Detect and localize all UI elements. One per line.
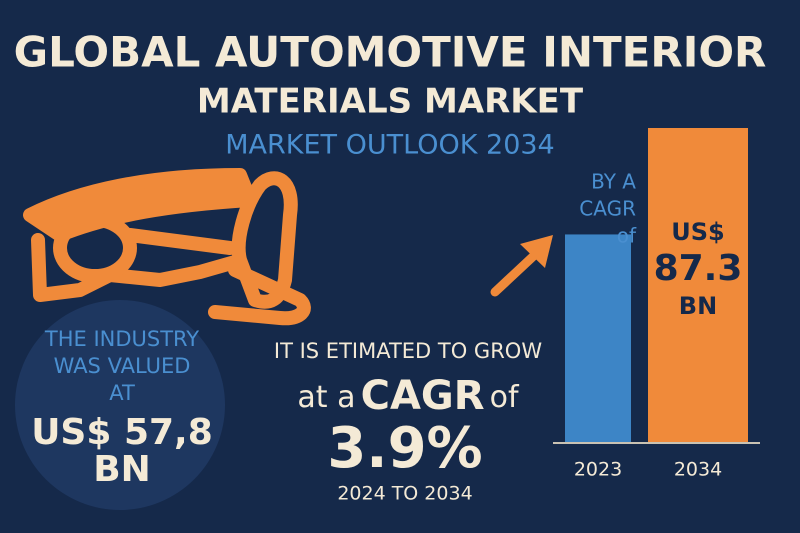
value-label-part: BN — [679, 292, 717, 320]
cagr-part: CAGR — [361, 373, 485, 419]
cagr-part: at a — [297, 380, 355, 415]
annotation: of — [617, 224, 637, 248]
panel-text: AT — [109, 381, 135, 405]
value-label-part: US$ — [671, 218, 724, 246]
value-circle — [15, 300, 225, 510]
intro-text: IT IS ETIMATED TO GROW — [274, 339, 542, 363]
period: 2024 TO 2034 — [337, 483, 472, 505]
x-tick-label: 2023 — [574, 459, 622, 481]
cagr-value: 3.9% — [327, 416, 482, 481]
annotation: BY A — [591, 170, 636, 194]
title: GLOBAL AUTOMOTIVE INTERIOR — [14, 28, 767, 77]
bar — [648, 128, 748, 443]
panel-text: WAS VALUED — [54, 354, 191, 378]
x-tick-label: 2034 — [674, 459, 722, 481]
car-illustration — [23, 168, 311, 326]
panel-text: THE INDUSTRY — [44, 327, 199, 351]
value-label: US$ 87.3 BN — [654, 218, 743, 320]
value-label-part: 87.3 — [654, 248, 743, 289]
title-line: MATERIALS MARKET — [197, 82, 584, 122]
bar — [565, 234, 631, 443]
panel-value: US$ 57,8 — [31, 412, 213, 453]
panel-value: BN — [93, 449, 151, 490]
cagr-part: of — [490, 380, 520, 415]
cagr-line: at a CAGR of — [297, 373, 520, 419]
arrow — [490, 235, 553, 297]
subtitle: MARKET OUTLOOK 2034 — [225, 130, 554, 161]
bar-chart: 2023 2034 US$ 87.3 BN BY A CAGR of — [553, 128, 760, 481]
annotation: CAGR — [579, 197, 636, 221]
